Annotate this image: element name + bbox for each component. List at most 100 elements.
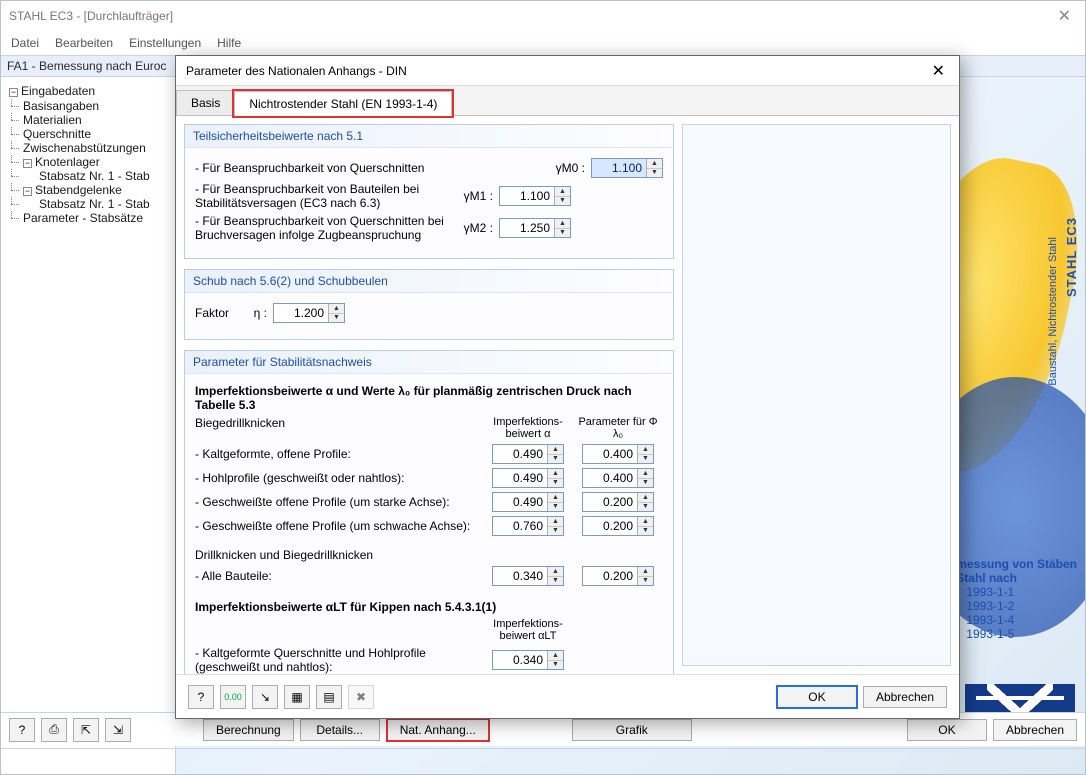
eta-input[interactable]: ▲▼ [273,303,345,323]
tab-basis[interactable]: Basis [176,90,235,115]
alpha-input[interactable]: ▲▼ [492,516,564,536]
spinner-icon[interactable]: ▲▼ [547,469,563,487]
dialog-button-bar: ? 0.00 ↘ ▦ ▤ ✖ OK Abbrechen [176,674,959,718]
stability-row: - Geschweißte offene Profile (um starke … [195,492,663,512]
alpha-input[interactable]: ▲▼ [492,468,564,488]
collapse-icon[interactable]: − [23,187,32,196]
dialog-preview-panel [682,124,951,666]
main-ok-button[interactable]: OK [907,719,987,741]
grafik-button[interactable]: Grafik [572,719,692,741]
brand-subtitle: Baustahl, Nichtrostender Stahl [1047,237,1059,386]
main-titlebar: STAHL EC3 - [Durchlaufträger] ✕ [1,1,1085,31]
export-icon[interactable]: ⇱ [73,718,99,742]
menu-einstellungen[interactable]: Einstellungen [129,36,201,50]
dialog-ok-button[interactable]: OK [777,686,857,708]
stability-row: - Geschweißte offene Profile (um schwach… [195,516,663,536]
dialog-cancel-button[interactable]: Abbrechen [863,686,947,708]
export2-icon[interactable]: ⇲ [105,718,131,742]
tree-item[interactable]: Zwischenabstützungen [5,141,171,155]
lambda-input[interactable]: ▲▼ [582,444,654,464]
row-gm1: - Für Beanspruchbarkeit von Bauteilen be… [195,182,663,210]
tree-knotenlager[interactable]: −Knotenlager [5,155,171,169]
menubar: Datei Bearbeiten Einstellungen Hilfe [1,31,1085,55]
nat-anhang-button[interactable]: Nat. Anhang... [386,718,490,742]
tree-item[interactable]: Querschnitte [5,127,171,141]
tree-item[interactable]: Parameter - Stabsätze [5,211,171,225]
gm1-input[interactable]: ▲▼ [499,186,571,206]
dialog-titlebar: Parameter des Nationalen Anhangs - DIN ✕ [176,56,959,86]
dialog-body: Teilsicherheitsbeiwerte nach 5.1 - Für B… [176,116,959,674]
sheet1-icon[interactable]: ▦ [284,685,310,709]
menu-hilfe[interactable]: Hilfe [217,36,241,50]
spinner-icon[interactable]: ▲▼ [547,445,563,463]
main-cancel-button[interactable]: Abbrechen [993,719,1077,741]
tree-item[interactable]: Materialien [5,113,171,127]
tree-stabendgelenke[interactable]: −Stabendgelenke [5,183,171,197]
stability-intro: Imperfektionsbeiwerte α und Werte λ₀ für… [195,384,663,412]
tree-root[interactable]: −Eingabedaten [5,83,171,99]
sect2-head: Drillknicken und Biegedrillknicken [195,548,663,562]
sheet2-icon[interactable]: ▤ [316,685,342,709]
help-icon[interactable]: ? [188,685,214,709]
column-headers-lt: Imperfektions- beiwert αLT [195,618,663,642]
spinner-icon[interactable]: ▲▼ [547,517,563,535]
collapse-icon[interactable]: − [23,159,32,168]
app-title: STAHL EC3 - [Durchlaufträger] [9,9,1052,23]
berechnung-button[interactable]: Berechnung [203,719,294,741]
help-icon[interactable]: ? [9,718,35,742]
spinner-icon[interactable]: ▲▼ [554,219,570,237]
lt-row: - Kaltgeformte Querschnitte und Hohlprof… [195,646,663,674]
main-close-icon[interactable]: ✕ [1052,6,1077,26]
spinner-icon[interactable]: ▲▼ [547,493,563,511]
tree-item[interactable]: Basisangaben [5,99,171,113]
tree-item[interactable]: Stabsatz Nr. 1 - Stab [5,197,171,211]
lambda-input[interactable]: ▲▼ [582,516,654,536]
dialog-title: Parameter des Nationalen Anhangs - DIN [186,64,928,78]
lambda-input[interactable]: ▲▼ [582,566,654,586]
brand-text: STAHL EC3 [1064,217,1079,297]
spinner-icon[interactable]: ▲▼ [547,567,563,585]
spinner-icon[interactable]: ▲▼ [637,445,653,463]
spinner-icon[interactable]: ▲▼ [637,493,653,511]
spinner-icon[interactable]: ▲▼ [646,159,662,177]
spinner-icon[interactable]: ▲▼ [328,304,344,322]
alpha-input[interactable]: ▲▼ [492,492,564,512]
stability-row: - Kaltgeformte, offene Profile:▲▼▲▼ [195,444,663,464]
group-title: Teilsicherheitsbeiwerte nach 5.1 [185,125,673,148]
column-headers: Biegedrillknicken Imperfektions- beiwert… [195,416,663,440]
precision-icon[interactable]: 0.00 [220,685,246,709]
nav-tree: −Eingabedaten Basisangaben Materialien Q… [1,77,176,774]
delete-icon[interactable]: ✖ [348,685,374,709]
group-stability: Parameter für Stabilitätsnachweis Imperf… [184,350,674,674]
tab-stainless[interactable]: Nichtrostender Stahl (EN 1993-1-4) [234,91,452,116]
alpha-lt-input[interactable]: ▲▼ [492,650,564,670]
spinner-icon[interactable]: ▲▼ [554,187,570,205]
row-all-parts: - Alle Bauteile: ▲▼ ▲▼ [195,566,663,586]
details-button[interactable]: Details... [300,719,380,741]
dialog-close-icon[interactable]: ✕ [928,61,949,81]
intro2: Imperfektionsbeiwerte αLT für Kippen nac… [195,600,663,614]
spinner-icon[interactable]: ▲▼ [637,517,653,535]
lambda-input[interactable]: ▲▼ [582,492,654,512]
menu-datei[interactable]: Datei [11,36,39,50]
spinner-icon[interactable]: ▲▼ [637,567,653,585]
row-gm0: - Für Beanspruchbarkeit von Querschnitte… [195,158,663,178]
status-bar [1,748,1085,774]
stability-row: - Hohlprofile (geschweißt oder nahtlos):… [195,468,663,488]
menu-bearbeiten[interactable]: Bearbeiten [55,36,113,50]
spinner-icon[interactable]: ▲▼ [637,469,653,487]
tree-item[interactable]: Stabsatz Nr. 1 - Stab [5,169,171,183]
national-annex-dialog: Parameter des Nationalen Anhangs - DIN ✕… [175,55,960,719]
lambda-input[interactable]: ▲▼ [582,468,654,488]
print-icon[interactable]: ⎙ [41,718,67,742]
row-gm2: - Für Beanspruchbarkeit von Querschnitte… [195,214,663,242]
group-title: Schub nach 5.6(2) und Schubbeulen [185,270,673,293]
gm2-input[interactable]: ▲▼ [499,218,571,238]
collapse-icon[interactable]: − [9,88,18,97]
gm0-input[interactable]: ▲▼ [591,158,663,178]
alpha-input[interactable]: ▲▼ [492,444,564,464]
row-eta: Faktor η : ▲▼ [195,303,663,323]
arrow-icon[interactable]: ↘ [252,685,278,709]
spinner-icon[interactable]: ▲▼ [547,651,563,669]
alpha-input[interactable]: ▲▼ [492,566,564,586]
